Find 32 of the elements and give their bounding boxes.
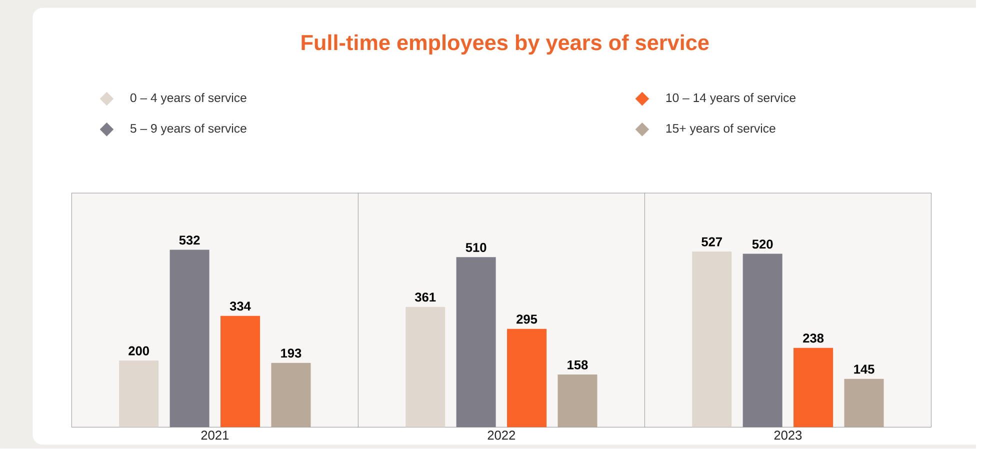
- bar: [220, 316, 260, 428]
- bar: [692, 252, 732, 428]
- bar: [844, 379, 884, 428]
- legend-label: 15+ years of service: [666, 124, 776, 136]
- data-label: 510: [466, 243, 486, 252]
- bar: [742, 254, 782, 428]
- bar: [507, 329, 547, 428]
- data-label: 527: [702, 238, 722, 247]
- data-label: 200: [128, 346, 149, 356]
- data-label: 158: [568, 360, 588, 370]
- legend-label: 5 – 9 years of service: [130, 124, 246, 136]
- x-tick-label: 2021: [201, 430, 229, 440]
- x-tick-label: 2022: [488, 430, 515, 440]
- legend-label: 0 – 4 years of service: [130, 93, 246, 105]
- bar: [456, 257, 496, 428]
- x-tick-label: 2023: [774, 430, 802, 440]
- bar: [406, 307, 446, 428]
- bar: [119, 360, 159, 428]
- data-label: 334: [230, 302, 251, 311]
- legend-label: 10 – 14 years of service: [666, 93, 796, 105]
- data-label: 238: [803, 334, 824, 343]
- chart-title: Full-time employees by years of service: [302, 34, 709, 55]
- bar: [170, 250, 210, 428]
- bar: [558, 374, 598, 428]
- data-label: 361: [414, 292, 436, 302]
- bar: [794, 348, 834, 428]
- data-label: 532: [179, 236, 200, 245]
- data-label: 295: [516, 314, 538, 324]
- data-label: 145: [854, 365, 874, 374]
- data-label: 520: [752, 240, 773, 249]
- data-label: 193: [281, 348, 302, 358]
- bar: [271, 363, 311, 428]
